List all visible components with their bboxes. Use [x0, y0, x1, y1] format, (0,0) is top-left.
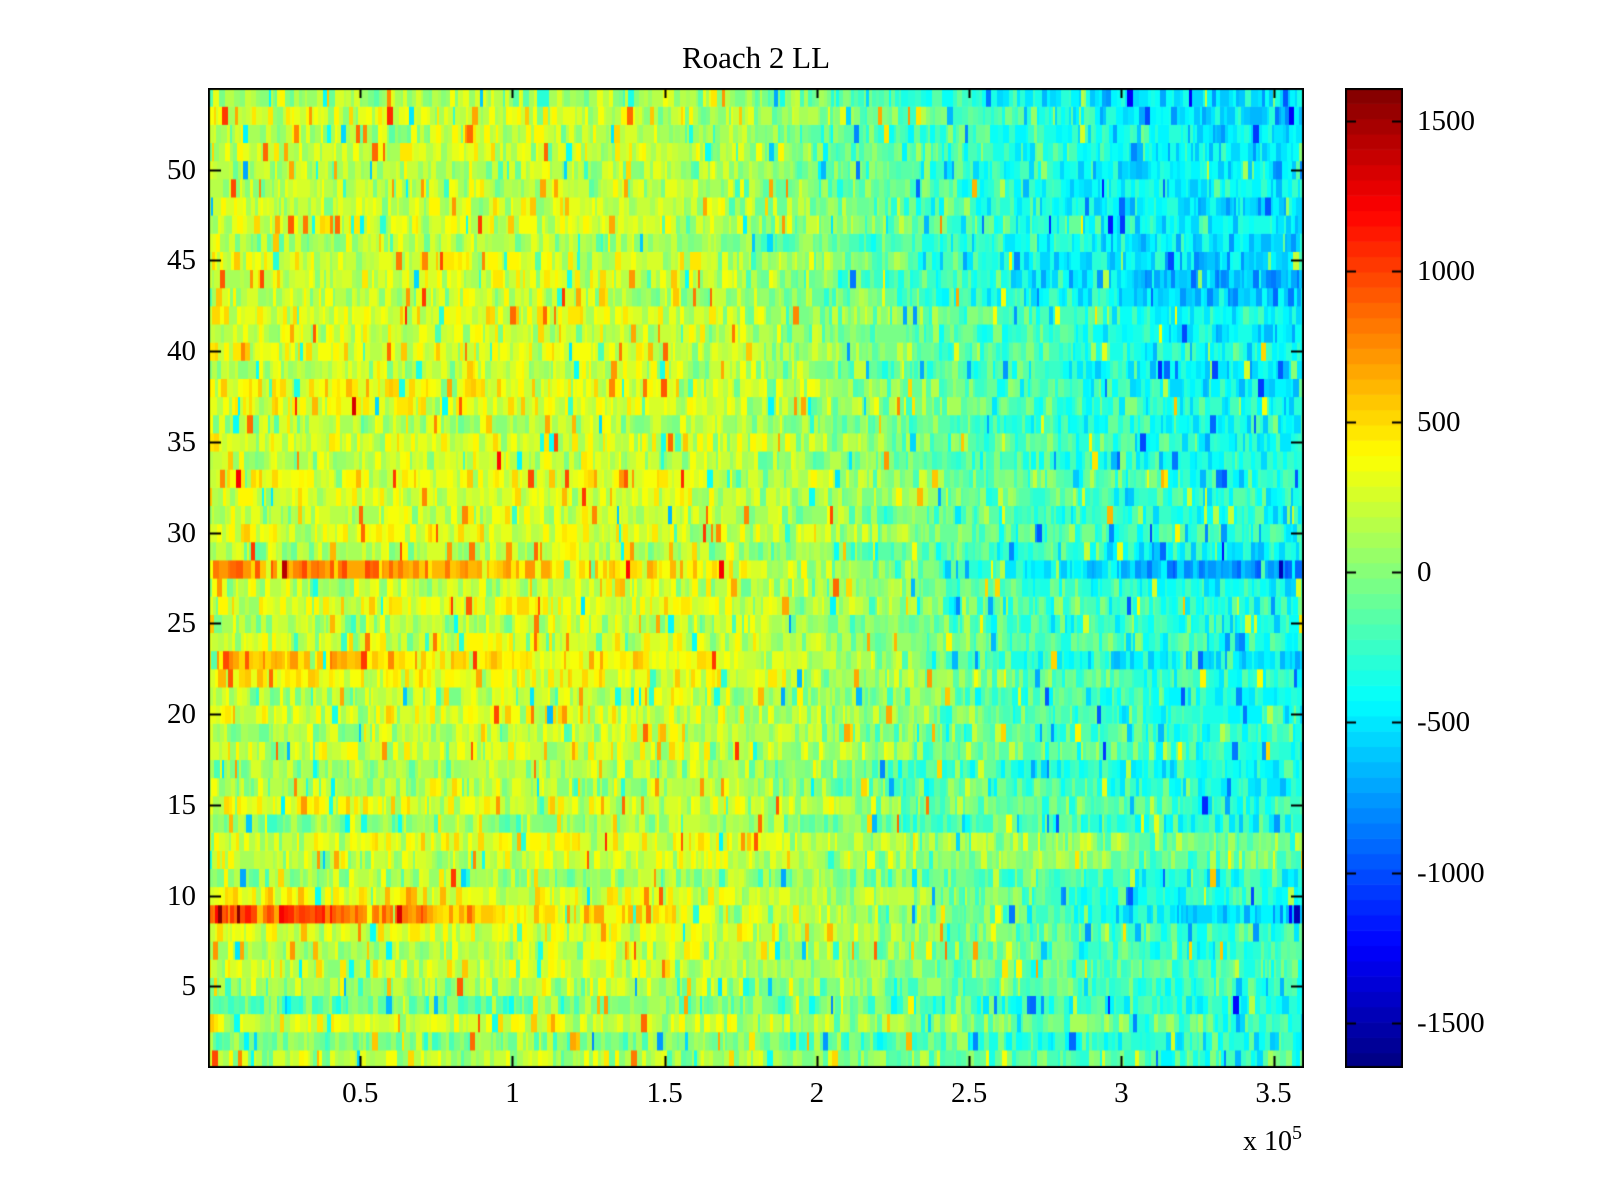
colorbar-tick-label: -500	[1417, 706, 1471, 739]
y-tick-label: 30	[167, 516, 196, 549]
colorbar-tick-label: 1500	[1417, 105, 1475, 138]
x-axis-exponent-base: x 10	[1243, 1126, 1292, 1157]
y-tick-label: 25	[167, 607, 196, 640]
y-tick-label: 15	[167, 788, 196, 821]
colorbar-tick-label: 1000	[1417, 255, 1475, 288]
x-tick-label: 2.5	[950, 1077, 988, 1109]
y-tick-label: 5	[181, 970, 197, 1003]
x-tick-label: 3	[1114, 1077, 1129, 1109]
colorbar-tick-label: -1500	[1417, 1006, 1485, 1039]
heatmap-plot	[208, 88, 1304, 1068]
colorbar	[1345, 88, 1403, 1068]
colorbar-tick-label: -1000	[1417, 856, 1485, 889]
y-tick-label: 20	[167, 698, 196, 731]
x-tick-label: 1.5	[646, 1077, 683, 1109]
x-tick-label: 3.5	[1255, 1077, 1292, 1109]
y-tick-label: 35	[167, 425, 196, 458]
x-tick-label: 1	[505, 1077, 520, 1109]
chart-title: Roach 2 LL	[681, 40, 831, 75]
y-tick-label: 50	[167, 153, 196, 186]
x-tick-label: 2	[809, 1077, 825, 1109]
colorbar-tick-label: 500	[1417, 405, 1461, 438]
colorbar-tick-label: 0	[1417, 555, 1432, 588]
y-tick-label: 10	[167, 879, 196, 912]
x-tick-label: 0.5	[342, 1077, 379, 1109]
y-tick-label: 45	[167, 244, 196, 277]
y-tick-label: 40	[167, 335, 196, 368]
x-axis-exponent-power: 5	[1292, 1122, 1302, 1144]
x-axis-exponent-label: x 105	[1243, 1122, 1302, 1158]
